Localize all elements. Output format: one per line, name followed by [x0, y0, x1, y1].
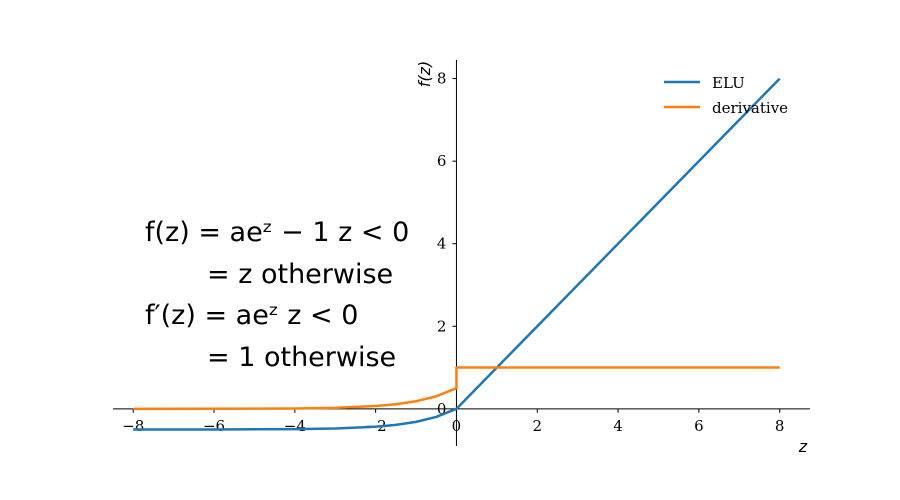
- series-line-derivative: [133, 366, 780, 411]
- axes: [113, 60, 810, 446]
- x-tick-label: −6: [203, 417, 225, 435]
- y-axis-label: f(z): [415, 61, 434, 88]
- equation-block: f(z) = aeᶻ − 1 z < 0 = z otherwise f′(z)…: [145, 217, 409, 373]
- x-tick-label: 8: [775, 417, 785, 435]
- y-tick-label: 8: [437, 70, 447, 88]
- equation-elu-otherwise: = z otherwise: [207, 259, 393, 290]
- equation-derivative-negative: f′(z) = aeᶻ z < 0: [145, 300, 358, 331]
- y-tick-label: 2: [437, 317, 447, 335]
- x-tick-label: −8: [122, 417, 144, 435]
- x-tick-label: 4: [613, 417, 623, 435]
- legend-label-elu: ELU: [712, 74, 745, 92]
- y-ticks: 0 2 4 6 8: [437, 70, 457, 418]
- x-axis-label: z: [798, 437, 808, 456]
- series-line-elu: [133, 77, 781, 431]
- x-tick-label: 6: [694, 417, 704, 435]
- y-tick-label: 6: [437, 152, 447, 170]
- equation-derivative-otherwise: = 1 otherwise: [207, 342, 396, 373]
- x-ticks: −8 −6 −4 −2 0 2 4 6 8: [122, 408, 785, 435]
- x-tick-label: −4: [284, 417, 306, 435]
- y-tick-label: 4: [437, 235, 447, 253]
- x-tick-label: 0: [452, 417, 462, 435]
- legend: ELU derivative: [664, 74, 788, 117]
- equation-elu-negative: f(z) = aeᶻ − 1 z < 0: [145, 217, 409, 248]
- legend-label-derivative: derivative: [712, 99, 788, 117]
- x-tick-label: 2: [532, 417, 542, 435]
- y-tick-label: 0: [437, 400, 447, 418]
- series-lines: [133, 77, 781, 431]
